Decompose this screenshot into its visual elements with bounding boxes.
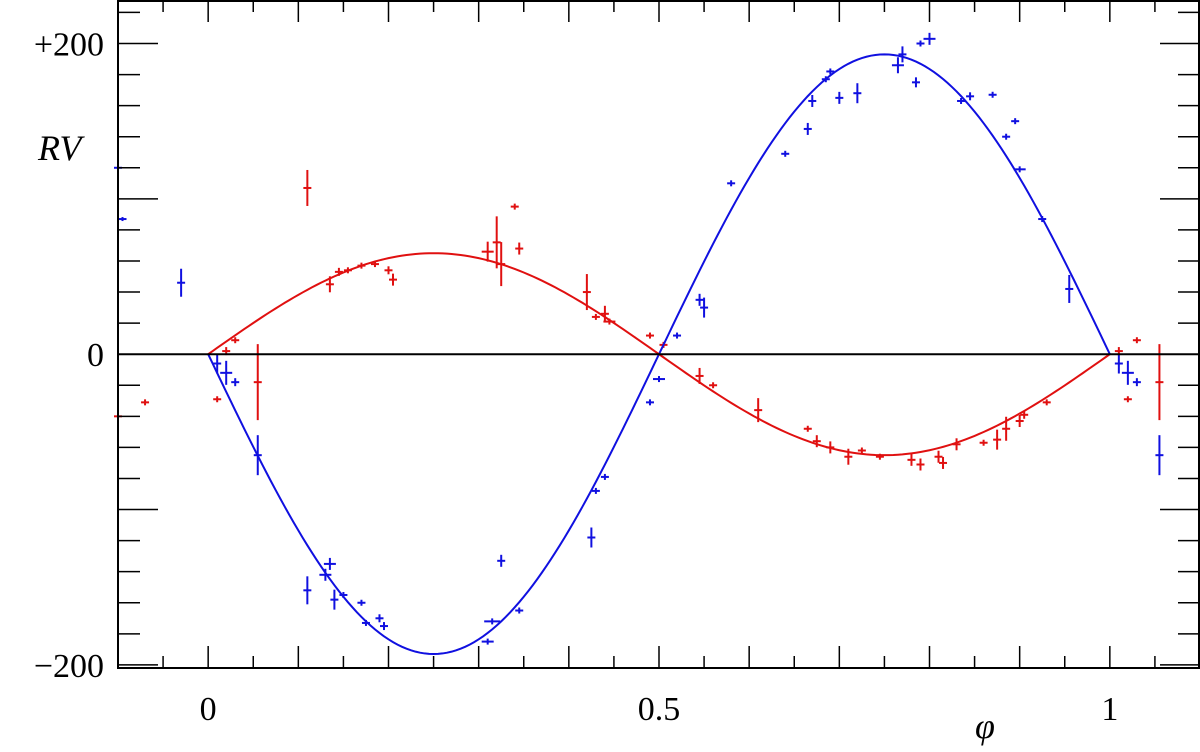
data-point xyxy=(481,241,494,262)
x-tick-label: 0.5 xyxy=(638,691,681,728)
data-point xyxy=(916,40,925,47)
data-point xyxy=(1132,337,1141,344)
data-point xyxy=(645,399,654,406)
data-point xyxy=(857,447,866,454)
x-axis-label: φ xyxy=(975,706,995,746)
data-point xyxy=(515,607,524,614)
data-point xyxy=(330,589,339,610)
data-point xyxy=(808,94,817,107)
data-point xyxy=(389,273,398,286)
data-point xyxy=(303,576,312,605)
data-point xyxy=(700,297,709,318)
data-point xyxy=(591,313,600,320)
data-point xyxy=(1132,378,1141,387)
data-point xyxy=(591,487,600,494)
x-tick-label: 0 xyxy=(200,691,217,728)
data-point xyxy=(891,57,904,74)
data-point xyxy=(213,396,222,403)
data-point xyxy=(853,83,862,104)
data-point xyxy=(645,332,654,339)
data-point xyxy=(907,453,916,466)
data-point xyxy=(1065,274,1074,303)
data-point xyxy=(1114,353,1123,374)
data-point xyxy=(253,344,262,421)
data-point xyxy=(835,91,844,104)
y-tick-label: 0 xyxy=(87,337,104,374)
data-point xyxy=(118,217,127,222)
data-point xyxy=(1013,166,1026,173)
data-point xyxy=(781,150,790,157)
data-point xyxy=(497,554,506,567)
data-point xyxy=(803,425,812,432)
data-point xyxy=(988,91,997,98)
data-point xyxy=(1042,399,1051,406)
data-point xyxy=(1015,414,1024,427)
data-point xyxy=(481,638,494,645)
data-point xyxy=(600,473,609,480)
data-point xyxy=(911,77,920,88)
axis-ticks xyxy=(118,0,1200,668)
y-tick-label: +200 xyxy=(34,26,104,63)
data-point xyxy=(357,599,366,606)
data-point xyxy=(1002,133,1011,140)
data-point xyxy=(587,527,596,548)
data-point xyxy=(1123,396,1132,403)
y-tick-label: −200 xyxy=(34,648,104,685)
data-point xyxy=(939,456,948,469)
data-point xyxy=(484,618,501,625)
data-point xyxy=(979,439,988,446)
data-point xyxy=(1155,344,1164,421)
y-axis-label: RV xyxy=(37,128,85,168)
data-point xyxy=(695,293,704,306)
data-point xyxy=(177,268,186,297)
plot-frame xyxy=(117,0,1200,669)
data-point xyxy=(826,68,835,75)
data-point xyxy=(934,450,943,463)
data-point xyxy=(323,557,336,570)
data-point xyxy=(1121,360,1134,385)
x-tick-label: 1 xyxy=(1101,691,1118,728)
data-point xyxy=(600,305,609,322)
data-point xyxy=(384,266,393,275)
data-point xyxy=(231,378,240,387)
data-point xyxy=(898,46,907,63)
data-point xyxy=(673,332,682,339)
data-point xyxy=(653,376,665,383)
data-point xyxy=(916,458,925,471)
data-point xyxy=(957,97,966,104)
data-point xyxy=(375,614,384,623)
data-point xyxy=(1020,410,1029,419)
data-point xyxy=(515,242,524,255)
data-point xyxy=(319,568,332,581)
data-point xyxy=(993,429,1002,450)
data-point xyxy=(1155,435,1164,476)
data-point xyxy=(492,216,501,269)
data-point xyxy=(1011,118,1020,125)
data-point xyxy=(923,32,936,45)
data-point xyxy=(303,169,312,206)
tick-labels: 0 0.5 1 +200 0 −200 xyxy=(34,26,1119,728)
data-point xyxy=(379,622,388,631)
data-point xyxy=(803,122,812,135)
series-2-points xyxy=(114,169,1164,471)
data-point xyxy=(213,353,222,374)
data-point xyxy=(510,203,519,210)
data-point xyxy=(582,274,591,311)
data-point xyxy=(231,337,240,344)
series-1-points xyxy=(114,32,1164,645)
data-point xyxy=(141,399,150,406)
data-point xyxy=(966,92,975,101)
data-point xyxy=(709,382,718,389)
data-point xyxy=(727,180,736,187)
data-point xyxy=(220,360,233,385)
